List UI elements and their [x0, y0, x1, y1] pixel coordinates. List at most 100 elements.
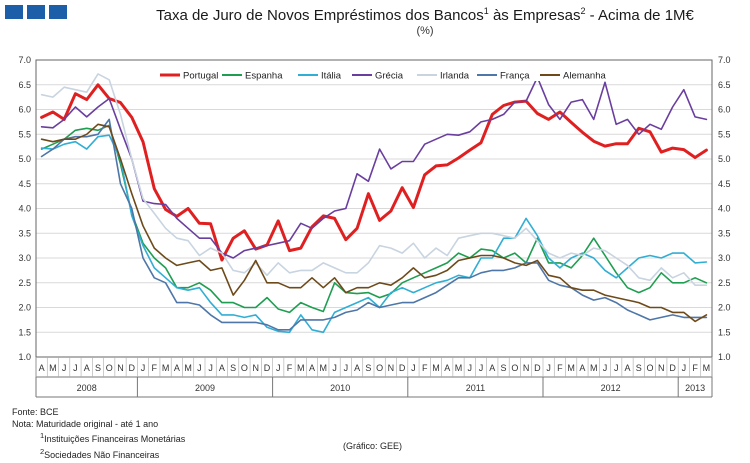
month-label: O [241, 363, 248, 373]
y-tick-label-right: 4.5 [718, 179, 731, 189]
legend-label: França [500, 71, 530, 82]
month-label: A [624, 363, 630, 373]
title-end: - Acima de 1M€ [585, 7, 694, 24]
month-label: O [647, 363, 654, 373]
y-tick-label-right: 3.5 [718, 228, 731, 238]
y-tick-label-left: 3.5 [18, 228, 31, 238]
month-label: J [332, 363, 337, 373]
series-line-itlia [40, 134, 708, 334]
y-tick-label-left: 4.0 [18, 204, 31, 214]
y-tick-label-right: 1.5 [718, 327, 731, 337]
month-label: N [252, 363, 259, 373]
month-label: S [365, 363, 371, 373]
month-label: F [422, 363, 428, 373]
legend-bg [415, 69, 487, 81]
month-label: F [152, 363, 158, 373]
month-label: D [129, 363, 136, 373]
month-label: N [523, 363, 530, 373]
legend-label: Grécia [375, 71, 404, 82]
maturity-note: Nota: Maturidade original - até 1 ano [12, 418, 159, 429]
month-label: S [95, 363, 101, 373]
month-label: N [658, 363, 665, 373]
year-label: 2011 [466, 383, 485, 393]
month-label: J [614, 363, 619, 373]
month-label: O [511, 363, 518, 373]
year-label: 2009 [195, 383, 215, 393]
month-label: M [703, 363, 711, 373]
month-label: J [603, 363, 608, 373]
footnote-2-text: Sociedades Não Financeiras [44, 449, 160, 460]
source-note: Fonte: BCE [12, 407, 59, 417]
month-label: A [354, 363, 360, 373]
legend-bg [158, 69, 235, 81]
legend-bg [538, 69, 615, 81]
month-label: A [309, 363, 315, 373]
legend-bg [475, 69, 541, 81]
month-label: A [174, 363, 180, 373]
month-label: S [230, 363, 236, 373]
month-label: J [208, 363, 213, 373]
month-label: F [287, 363, 293, 373]
legend-label: Itália [321, 71, 342, 82]
month-label: J [411, 363, 416, 373]
legend-label: Portugal [183, 71, 218, 82]
month-label: N [388, 363, 395, 373]
legend-bg [350, 69, 416, 81]
y-tick-label-left: 6.0 [18, 105, 31, 115]
y-tick-label-left: 5.0 [18, 154, 31, 164]
footnote-2: 2Sociedades Não Financeiras [12, 446, 185, 462]
y-tick-label-right: 5.5 [718, 129, 731, 139]
chart-title: Taxa de Juro de Novos Empréstimos dos Ba… [105, 6, 745, 24]
month-label: S [501, 363, 507, 373]
series-line-frana [40, 118, 708, 331]
month-label: D [534, 363, 541, 373]
month-label: A [84, 363, 90, 373]
month-label: J [276, 363, 281, 373]
series-line-espanha [40, 124, 708, 314]
month-label: M [590, 363, 598, 373]
title-sup-1: 1 [483, 6, 489, 16]
month-label: J [62, 363, 67, 373]
month-label: A [579, 363, 585, 373]
title-middle: às Empresas [488, 7, 581, 24]
month-label: S [636, 363, 642, 373]
series-line-irlanda [40, 73, 708, 287]
y-tick-label-right: 6.5 [718, 80, 731, 90]
y-tick-label-right: 7.0 [718, 55, 731, 65]
year-label: 2013 [685, 383, 705, 393]
legend-bg [296, 69, 362, 81]
month-label: A [219, 363, 225, 373]
month-label: D [669, 363, 676, 373]
title-text: Taxa de Juro de Novos Empréstimos dos Ba… [156, 7, 484, 24]
month-label: M [184, 363, 192, 373]
month-label: A [489, 363, 495, 373]
month-label: D [264, 363, 271, 373]
month-label: N [117, 363, 124, 373]
title-sup-2: 2 [580, 6, 586, 16]
series-line-portugal [40, 83, 708, 262]
year-label: 2012 [601, 383, 621, 393]
y-tick-label-right: 5.0 [718, 154, 731, 164]
y-tick-label-left: 2.5 [18, 278, 31, 288]
month-label: M [162, 363, 170, 373]
y-tick-label-left: 3.0 [18, 253, 31, 263]
month-label: M [297, 363, 305, 373]
month-label: D [399, 363, 406, 373]
y-tick-label-right: 6.0 [718, 105, 731, 115]
month-label: A [39, 363, 45, 373]
y-tick-label-left: 4.5 [18, 179, 31, 189]
month-label: O [106, 363, 113, 373]
chart-credit: (Gráfico: GEE) [343, 441, 403, 451]
month-label: M [567, 363, 575, 373]
y-tick-label-left: 1.0 [18, 352, 31, 362]
month-label: M [432, 363, 440, 373]
month-label: O [376, 363, 383, 373]
month-label: J [546, 363, 551, 373]
month-label: J [141, 363, 146, 373]
y-tick-label-right: 2.5 [718, 278, 731, 288]
month-label: F [692, 363, 698, 373]
month-label: J [468, 363, 473, 373]
y-tick-label-right: 3.0 [718, 253, 731, 263]
y-tick-label-left: 5.5 [18, 129, 31, 139]
